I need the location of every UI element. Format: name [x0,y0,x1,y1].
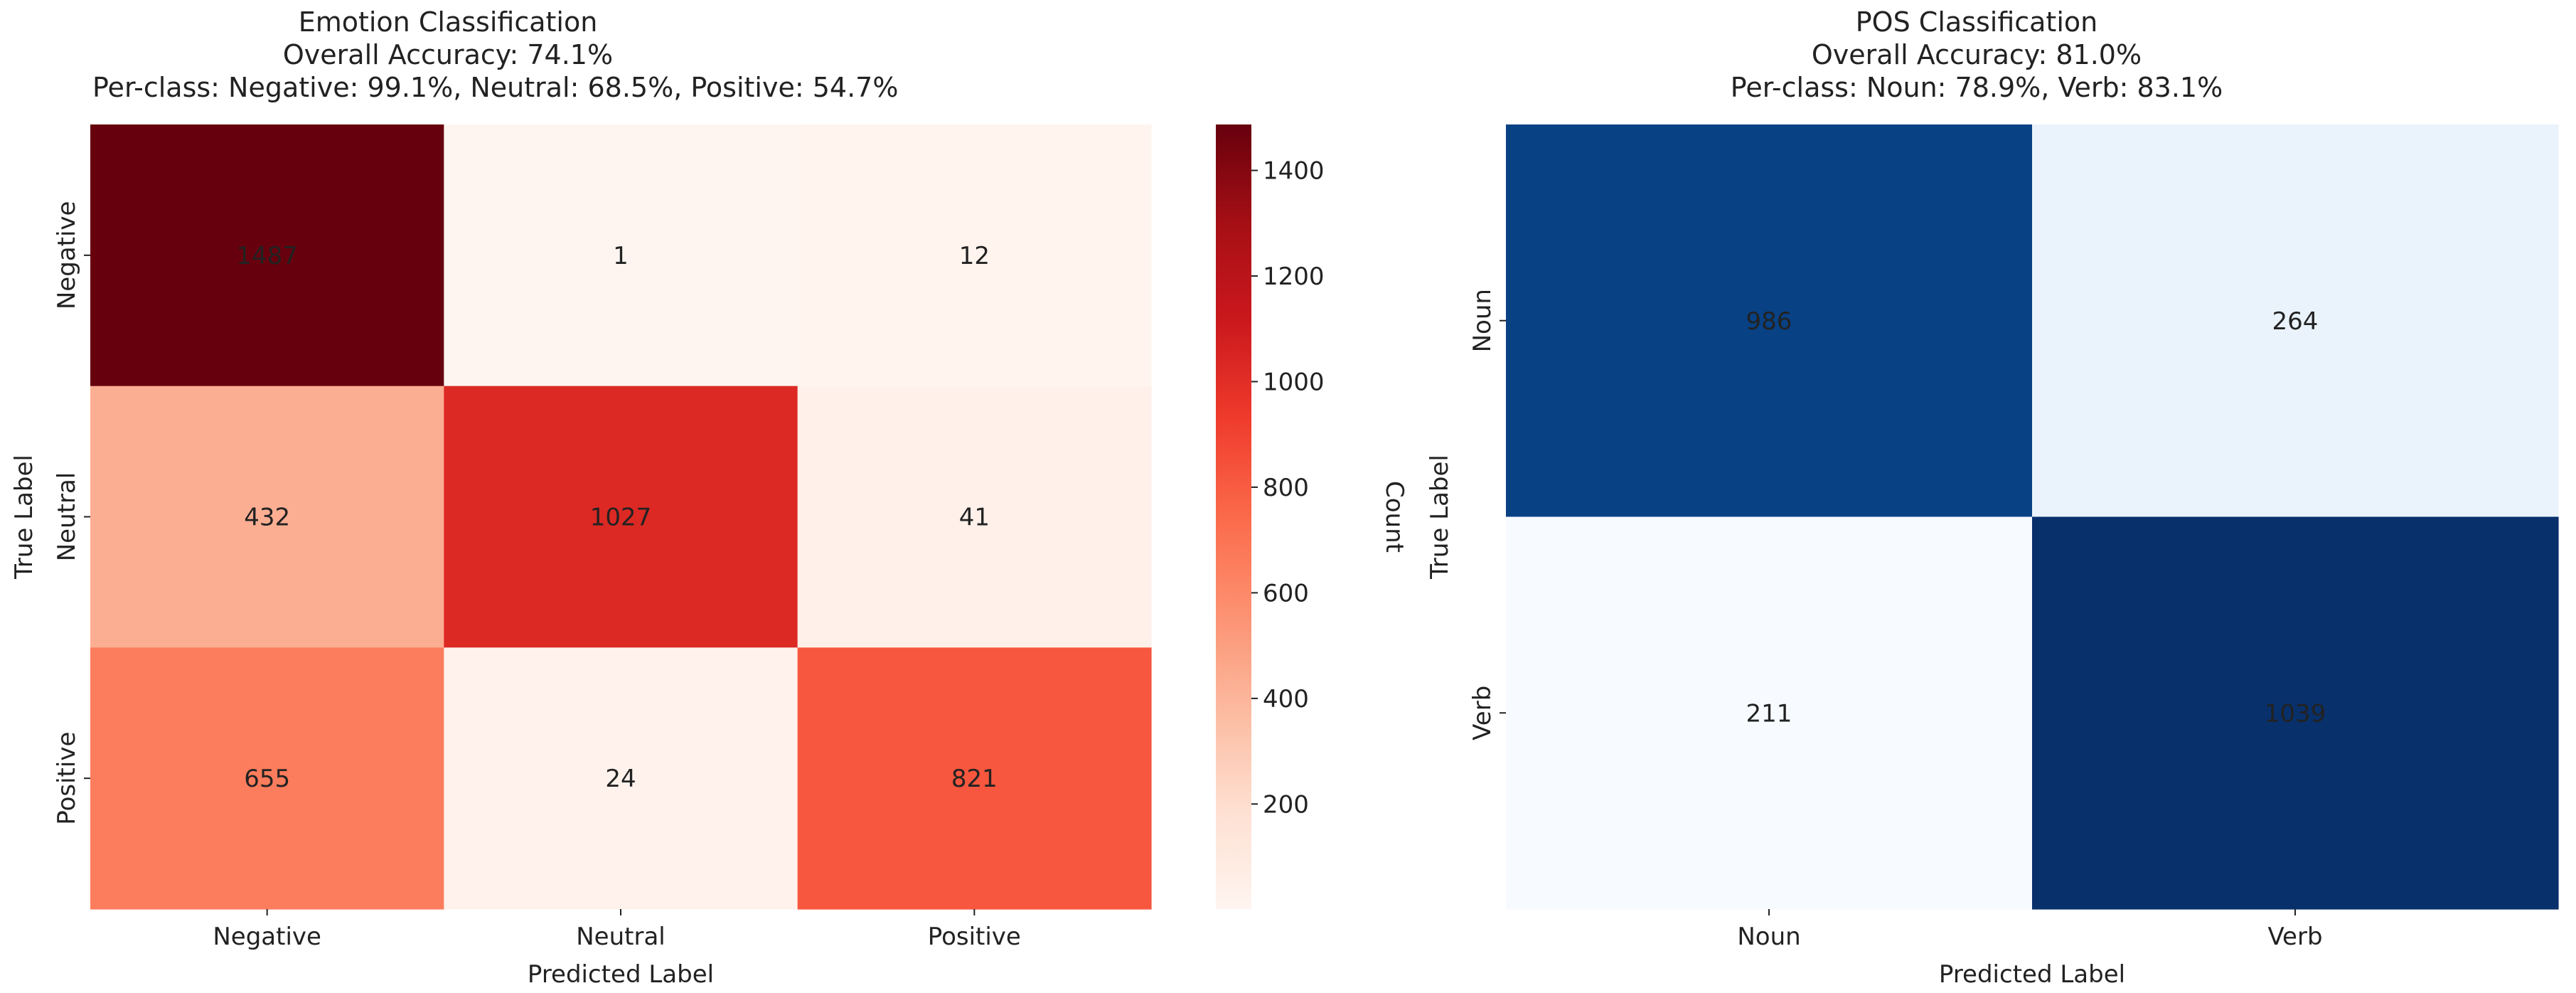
emotion-y-tick-label-2: Positive [53,732,81,825]
pos-chart-per-class: Per-class: Noun: 78.9%, Verb: 83.1% [1730,72,2223,103]
pos-x-tick-label-0: Noun [1737,923,1800,951]
emotion-cell-label-r2-c0: 655 [244,765,290,793]
emotion-cell-r1-c1 [444,386,798,648]
pos-chart-accuracy: Overall Accuracy: 81.0% [1811,39,2142,70]
emotion-colorbar [1216,124,1251,909]
pos-cell-r1-c1 [2032,516,2559,910]
emotion-cell-r2-c0 [90,647,444,910]
emotion-colorbar-label: Count [1380,481,1409,553]
emotion-cell-label-r1-c2: 41 [959,504,990,532]
pos-cell-label-r0-c1: 264 [2272,307,2319,336]
emotion-cell-r1-c2 [797,386,1152,648]
pos-cell-r0-c0 [1506,124,2033,518]
emotion-heatmap: 1487 1 12 432 1027 41 655 24 821 Negative Neutral P… [10,124,1409,989]
pos-y-axis-label: True Label [1426,455,1454,580]
emotion-cell-label-r2-c2: 821 [951,765,998,793]
pos-cell-r0-c1 [2032,124,2559,518]
emotion-x-axis-label: Predicted Label [528,960,714,989]
pos-chart-title: POS Classification [1855,6,2098,38]
emotion-cell-label-r0-c2: 12 [959,242,990,270]
emotion-colorbar-tick-label-0: 200 [1263,790,1309,819]
emotion-colorbar-tick-label-4: 1000 [1263,368,1325,396]
pos-y-tick-label-0: Noun [1468,289,1497,352]
pos-x-tick-label-1: Verb [2267,923,2322,951]
emotion-x-tick-label-0: Negative [213,923,321,951]
emotion-cell-label-r1-c1: 1027 [590,504,652,532]
emotion-chart-per-class: Per-class: Negative: 99.1%, Neutral: 68.… [92,72,899,103]
emotion-cell-r1-c0 [90,386,444,648]
pos-cell-label-r1-c1: 1039 [2265,699,2326,728]
emotion-cell-r0-c2 [797,124,1152,387]
emotion-cell-label-r0-c0: 1487 [236,242,298,270]
pos-x-axis-label: Predicted Label [1939,960,2125,989]
pos-heatmap: 986 264 211 1039 Noun Verb Noun Verb Predicted L… [1426,124,2559,989]
emotion-y-tick-label-0: Negative [53,201,81,310]
pos-chart-panel: POS Classification Overall Accuracy: 81.… [1394,0,2576,993]
emotion-y-tick-label-1: Neutral [53,472,81,562]
emotion-colorbar-tick-label-6: 1400 [1263,157,1325,186]
pos-chart-title-block: POS Classification Overall Accuracy: 81.… [1479,6,2474,104]
emotion-colorbar-tick-label-1: 400 [1263,685,1309,713]
pos-y-tick-label-1: Verb [1468,686,1497,740]
pos-cell-label-r0-c0: 986 [1746,307,1792,336]
emotion-colorbar-tick-label-5: 1200 [1263,262,1325,291]
emotion-x-tick-label-2: Positive [928,923,1021,951]
emotion-chart-title-block: Emotion Classification Overall Accuracy:… [92,6,899,104]
pos-cell-r1-c0 [1506,516,2033,910]
emotion-y-axis-label: True Label [10,455,38,580]
emotion-chart-title: Emotion Classification [298,6,598,38]
emotion-cell-label-r0-c1: 1 [613,242,629,270]
emotion-colorbar-tick-label-2: 600 [1263,579,1309,607]
emotion-cell-label-r2-c1: 24 [605,765,636,793]
emotion-cell-r0-c1 [444,124,798,387]
emotion-cell-r2-c2 [797,647,1152,910]
emotion-colorbar-tick-label-3: 800 [1263,474,1309,502]
emotion-cell-r2-c1 [444,647,798,910]
emotion-chart-accuracy: Overall Accuracy: 74.1% [282,39,614,70]
emotion-cell-r0-c0 [90,124,444,387]
emotion-x-tick-label-1: Neutral [576,923,666,951]
pos-cell-label-r1-c0: 211 [1746,699,1792,728]
emotion-cell-label-r1-c0: 432 [244,504,290,532]
emotion-chart-panel: Emotion Classification Overall Accuracy:… [10,6,1409,989]
